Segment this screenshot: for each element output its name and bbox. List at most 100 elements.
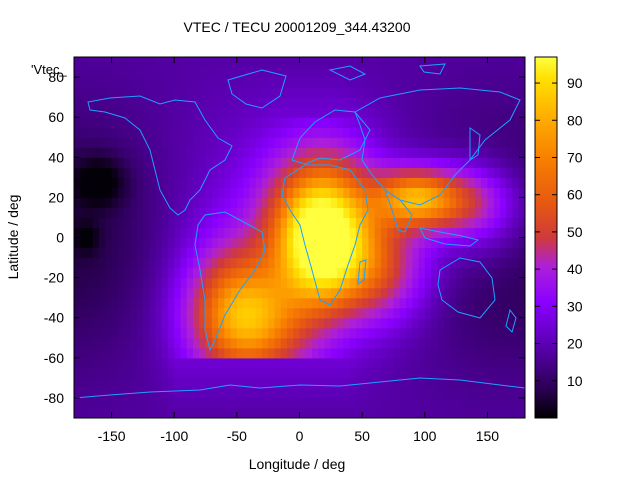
heatmap-cell <box>236 207 244 219</box>
heatmap-cell <box>155 287 163 299</box>
heatmap-cell <box>431 177 438 188</box>
heatmap-cell <box>161 77 169 88</box>
heatmap-cell <box>468 77 476 88</box>
heatmap-cell <box>211 67 219 78</box>
heatmap-cell <box>387 297 395 309</box>
heatmap-cell <box>443 357 451 369</box>
heatmap-cell <box>92 357 100 369</box>
heatmap-cell <box>312 287 319 299</box>
heatmap-cell <box>261 327 269 339</box>
heatmap-cell <box>199 67 207 78</box>
heatmap-cell <box>518 307 525 319</box>
heatmap-cell <box>167 157 175 168</box>
heatmap-cell <box>255 207 263 219</box>
heatmap-cell <box>193 57 200 68</box>
heatmap-cell <box>474 177 482 188</box>
heatmap-cell <box>167 147 175 158</box>
heatmap-cell <box>349 57 357 68</box>
heatmap-cell <box>105 407 113 418</box>
heatmap-cell <box>218 57 225 68</box>
heatmap-cell <box>243 287 250 299</box>
heatmap-cell <box>249 197 257 209</box>
heatmap-cell <box>487 407 495 418</box>
heatmap-cell <box>186 327 194 339</box>
heatmap-cell <box>468 387 476 399</box>
heatmap-cell <box>286 317 294 329</box>
heatmap-cell <box>149 67 157 78</box>
heatmap-cell <box>312 177 319 188</box>
heatmap-cell <box>111 117 119 128</box>
heatmap-cell <box>218 147 225 158</box>
heatmap-cell <box>362 297 369 309</box>
heatmap-cell <box>136 367 144 379</box>
heatmap-cell <box>130 147 138 158</box>
heatmap-cell <box>286 167 294 178</box>
heatmap-cell <box>487 307 495 319</box>
heatmap-cell <box>211 357 219 369</box>
heatmap-cell <box>487 97 495 108</box>
heatmap-cell <box>512 147 520 158</box>
heatmap-cell <box>205 127 213 138</box>
heatmap-cell <box>293 247 301 259</box>
heatmap-cell <box>506 187 514 198</box>
heatmap-cell <box>318 57 326 68</box>
heatmap-cell <box>224 87 232 98</box>
heatmap-cell <box>99 347 106 359</box>
heatmap-cell <box>155 177 163 188</box>
heatmap-cell <box>405 137 413 148</box>
heatmap-cell <box>80 407 88 418</box>
heatmap-cell <box>355 67 363 78</box>
heatmap-cell <box>362 337 369 349</box>
heatmap-cell <box>374 367 382 379</box>
heatmap-cell <box>274 247 282 259</box>
heatmap-cell <box>155 237 163 249</box>
heatmap-cell <box>431 57 438 68</box>
heatmap-cell <box>487 107 495 118</box>
heatmap-cell <box>99 137 106 148</box>
heatmap-cell <box>405 327 413 339</box>
heatmap-cell <box>205 277 213 289</box>
heatmap-cell <box>431 237 438 249</box>
heatmap-cell <box>343 267 351 279</box>
heatmap-cell <box>211 87 219 98</box>
heatmap-cell <box>86 107 94 118</box>
heatmap-cell <box>274 97 282 108</box>
heatmap-cell <box>99 107 106 118</box>
heatmap-cell <box>312 387 319 399</box>
heatmap-cell <box>161 407 169 418</box>
heatmap-cell <box>155 77 163 88</box>
heatmap-cell <box>274 227 282 239</box>
heatmap-cell <box>92 227 100 239</box>
heatmap-cell <box>136 347 144 359</box>
heatmap-cell <box>468 227 476 239</box>
heatmap-cell <box>499 237 507 249</box>
heatmap-cell <box>499 97 507 108</box>
heatmap-cell <box>224 217 232 229</box>
heatmap-cell <box>86 307 94 319</box>
heatmap-cell <box>124 67 131 78</box>
heatmap-cell <box>243 297 250 309</box>
heatmap-cell <box>312 207 319 219</box>
heatmap-cell <box>424 197 432 209</box>
heatmap-cell <box>111 377 119 389</box>
heatmap-cell <box>424 267 432 279</box>
heatmap-cell <box>236 407 244 418</box>
heatmap-cell <box>449 187 457 198</box>
heatmap-cell <box>374 397 382 409</box>
heatmap-cell <box>305 77 313 88</box>
heatmap-cell <box>74 247 81 259</box>
heatmap-cell <box>493 337 501 349</box>
heatmap-cell <box>249 157 257 168</box>
heatmap-cell <box>462 117 470 128</box>
heatmap-cell <box>330 107 338 118</box>
heatmap-cell <box>405 187 413 198</box>
heatmap-cell <box>199 57 207 68</box>
heatmap-cell <box>261 227 269 239</box>
heatmap-cell <box>368 267 376 279</box>
heatmap-cell <box>518 267 525 279</box>
heatmap-cell <box>380 247 388 259</box>
heatmap-cell <box>343 97 351 108</box>
heatmap-cell <box>218 97 225 108</box>
heatmap-cell <box>293 267 301 279</box>
heatmap-cell <box>380 67 388 78</box>
